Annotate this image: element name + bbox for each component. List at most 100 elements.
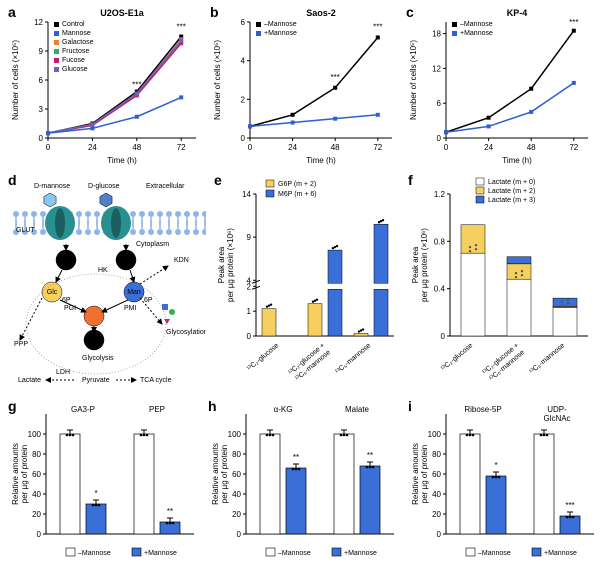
svg-text:**: ** [367,451,373,460]
chart-c: 0612180244872Time (h)Number of cells (×1… [404,6,594,166]
svg-text:*: * [494,461,497,470]
row-2: d D-mannoseD-glucoseExtracellularGLUTCyt… [6,174,594,392]
svg-text:80: 80 [432,450,441,459]
svg-text:20: 20 [432,510,441,519]
panel-c: c 0612180244872Time (h)Number of cells (… [404,6,594,166]
svg-text:**: ** [167,507,173,516]
svg-text:80: 80 [32,450,41,459]
svg-text:***: *** [569,18,578,27]
row-3: g 0 20 40 60 80 100 Relative amountsper µg of … [6,400,594,560]
svg-text:0: 0 [247,332,252,341]
svg-text:**: ** [293,453,299,462]
svg-text:24: 24 [88,143,97,152]
svg-text:60: 60 [432,470,441,479]
svg-text:GA3-P: GA3-P [71,405,95,414]
svg-text:HK: HK [98,267,108,274]
svg-text:72: 72 [569,143,578,152]
svg-text:72: 72 [177,143,186,152]
svg-text:1.2: 1.2 [434,190,446,199]
svg-text:Pyruvate: Pyruvate [82,377,110,384]
svg-text:Glucose: Glucose [62,66,88,73]
panel-h: h 020406080100Relative amountsper µg of … [206,400,400,560]
svg-text:***: *** [373,23,382,32]
panel-label-b: b [210,4,219,20]
svg-text:PMI: PMI [124,305,137,312]
svg-text:9: 9 [39,47,44,56]
panel-label-c: c [406,4,414,20]
svg-text:0: 0 [46,143,51,152]
svg-text:48: 48 [331,143,340,152]
row-1: a 0369120244872Time (h)Number of cells (… [6,6,594,166]
svg-text:Malate: Malate [345,405,370,414]
svg-text:+Mannose: +Mannose [144,550,177,557]
svg-text:Lactate (m + 0): Lactate (m + 0) [488,179,535,186]
svg-text:0: 0 [437,134,442,143]
svg-text:Number of cells (×10⁵): Number of cells (×10⁵) [11,40,20,120]
svg-text:¹³C₂-glucose +¹³C₆-mannose: ¹³C₂-glucose +¹³C₆-mannose [287,342,332,383]
svg-text:40: 40 [432,490,441,499]
svg-text:–Mannose: –Mannose [460,21,493,28]
svg-text:Man: Man [119,257,133,264]
svg-text:2: 2 [241,95,246,104]
panel-label-h: h [208,398,217,414]
svg-text:PGI: PGI [64,305,76,312]
svg-text:12: 12 [432,64,441,73]
panel-label-f: f [408,172,413,188]
svg-text:6: 6 [437,99,442,108]
svg-text:–Mannose: –Mannose [478,550,511,557]
svg-text:100: 100 [28,430,42,439]
svg-text:Time (h): Time (h) [502,156,532,165]
svg-text:18: 18 [432,30,441,39]
svg-text:Time (h): Time (h) [107,156,137,165]
svg-text:Glycolysis: Glycolysis [82,355,114,362]
panel-label-i: i [408,398,412,414]
svg-text:PPP: PPP [14,341,28,348]
svg-text:Cytoplasm: Cytoplasm [136,241,169,248]
svg-text:Peak areaper µg protein (×10⁶): Peak areaper µg protein (×10⁶) [411,228,429,302]
svg-text:0: 0 [444,143,449,152]
svg-text:0: 0 [39,134,44,143]
svg-text:0: 0 [237,530,242,539]
svg-text:M6P (m + 6): M6P (m + 6) [278,191,317,198]
panel-label-a: a [8,4,16,20]
chart-i: 020406080100Relative amountsper µg of pr… [406,400,600,560]
svg-text:D-glucose: D-glucose [88,183,120,190]
svg-text:*: * [94,489,97,498]
svg-text:48: 48 [527,143,536,152]
svg-text:40: 40 [232,490,241,499]
chart-g: 020406080100Relative amountsper µg of pr… [6,400,200,560]
svg-text:–Mannose: –Mannose [278,550,311,557]
svg-text:12: 12 [34,18,43,27]
svg-text:α-KG: α-KG [274,405,293,414]
panel-i: i 020406080100Relative amountsper µg of … [406,400,600,560]
svg-text:¹³C₆-mannose: ¹³C₆-mannose [334,342,372,376]
panel-label-g: g [8,398,17,414]
panel-a: a 0369120244872Time (h)Number of cells (… [6,6,202,166]
panel-e: e 0124914Peak areaper µg protein (×10⁶)G… [212,174,400,392]
chart-b: 02460244872Time (h)Number of cells (×10⁵… [208,6,398,166]
svg-text:+Mannose: +Mannose [344,550,377,557]
panel-label-d: d [8,172,17,188]
svg-text:¹³C₂-glucose: ¹³C₂-glucose [440,342,474,372]
chart-e: 0124914Peak areaper µg protein (×10⁶)G6P… [212,174,400,392]
svg-text:6P: 6P [144,297,153,304]
figure: a 0369120244872Time (h)Number of cells (… [0,0,600,574]
svg-text:72: 72 [373,143,382,152]
chart-a: 0369120244872Time (h)Number of cells (×1… [6,6,202,166]
panel-d: d D-mannoseD-glucoseExtracellularGLUTCyt… [6,174,206,392]
svg-text:Time (h): Time (h) [306,156,336,165]
svg-text:Galactose: Galactose [62,39,94,46]
svg-text:40: 40 [32,490,41,499]
svg-text:Fructose: Fructose [62,48,89,55]
svg-text:KDN: KDN [174,257,189,264]
svg-text:Relative amountsper µg of prot: Relative amountsper µg of protein [11,443,29,505]
svg-text:0: 0 [37,530,42,539]
svg-text:24: 24 [484,143,493,152]
svg-text:0.8: 0.8 [434,237,446,246]
svg-text:4: 4 [241,57,246,66]
chart-h: 020406080100Relative amountsper µg of pr… [206,400,400,560]
svg-text:Relative amountsper µg of prot: Relative amountsper µg of protein [211,443,229,505]
svg-text:60: 60 [232,470,241,479]
svg-text:0.4: 0.4 [434,285,446,294]
svg-text:4: 4 [247,276,252,285]
